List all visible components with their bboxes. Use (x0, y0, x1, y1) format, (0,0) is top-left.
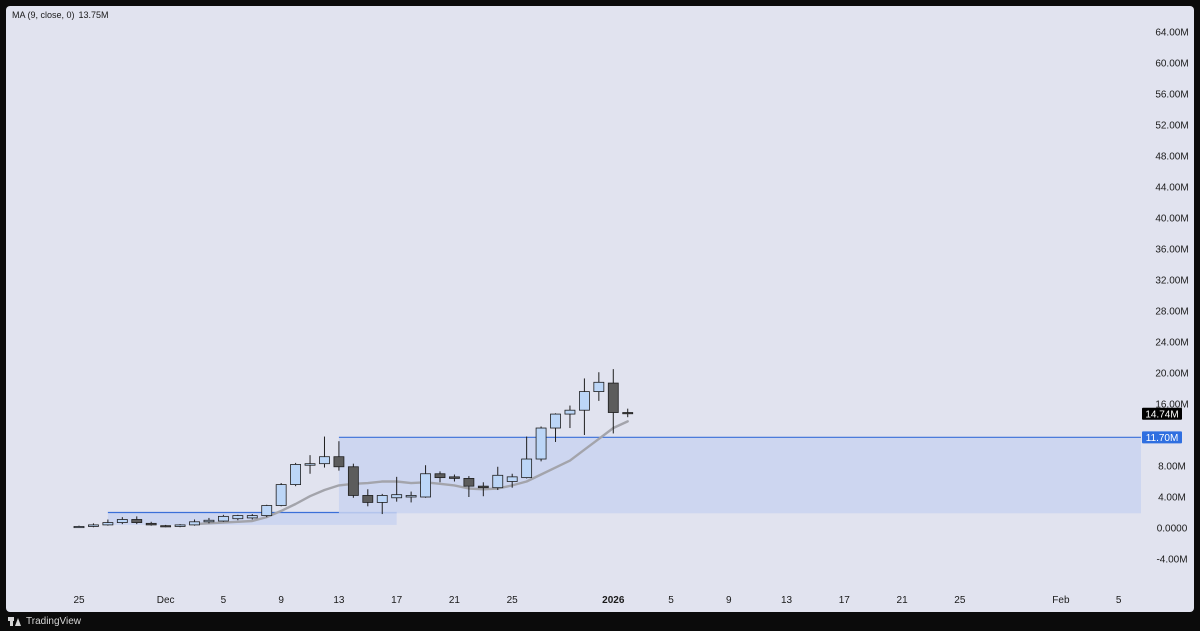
candle-body (174, 524, 186, 527)
candle-body (564, 409, 576, 415)
candle-body (203, 519, 215, 523)
candlestick-chart[interactable]: 64.00M 60.00M 56.00M 52.00M 48.00M 44.00M 40.0… (6, 6, 1194, 612)
zone-box-1[interactable] (338, 437, 1141, 514)
x-tick-label: 9 (726, 595, 732, 606)
x-tick-label: 25 (507, 595, 519, 606)
candle-body (593, 381, 605, 392)
price-label-text: 14.74M (1145, 409, 1178, 420)
x-tick-label: 13 (781, 595, 793, 606)
y-tick-label: 60.00M (1155, 59, 1188, 70)
candle-body (463, 477, 475, 487)
x-tick-label: Dec (157, 595, 175, 606)
tradingview-logo-icon (8, 617, 22, 626)
x-tick-label: 5 (668, 595, 674, 606)
y-tick-label: 40.00M (1155, 214, 1188, 225)
candle-body (521, 458, 533, 479)
candle-body (102, 522, 114, 526)
candle-body (304, 463, 316, 466)
candle-body (405, 495, 417, 498)
x-tick-label: 5 (1116, 595, 1122, 606)
x-tick-label: 25 (73, 595, 85, 606)
y-tick-label: -4.00M (1156, 555, 1187, 566)
candle-body (261, 505, 273, 516)
candle-body (420, 473, 431, 498)
candle-body (550, 413, 561, 429)
x-tick-label: 13 (333, 595, 345, 606)
candle-body (579, 391, 590, 411)
x-tick-label: 25 (954, 595, 966, 606)
candle-body (607, 382, 619, 413)
brand[interactable]: TradingView (8, 616, 81, 627)
candle-body (290, 464, 302, 486)
y-tick-label: 44.00M (1155, 183, 1188, 194)
candle-body (232, 515, 244, 520)
candle-body (145, 522, 157, 526)
candle-body (362, 495, 374, 503)
candle-body (73, 526, 85, 529)
y-tick-label: 8.00M (1158, 462, 1186, 473)
y-tick-label: 36.00M (1155, 245, 1188, 256)
y-tick-label: 4.00M (1158, 493, 1186, 504)
price-label-box (1142, 431, 1182, 444)
indicator-value: 13.75M (78, 10, 109, 20)
candle-body (189, 521, 200, 526)
y-tick-label: 48.00M (1155, 152, 1188, 163)
x-tick-label: Feb (1052, 595, 1070, 606)
y-tick-label: 24.00M (1155, 338, 1188, 349)
candle-body (506, 476, 518, 482)
y-tick-label: 52.00M (1155, 121, 1188, 132)
candle-body (376, 495, 388, 503)
candle-body (477, 485, 489, 489)
candle-body (160, 525, 172, 528)
x-tick-label: 21 (449, 595, 461, 606)
x-tick-label: 17 (839, 595, 851, 606)
x-tick-label: 5 (221, 595, 227, 606)
footer-bar: TradingView (0, 612, 1200, 631)
x-tick-label: 21 (897, 595, 909, 606)
y-tick-label: 28.00M (1155, 307, 1188, 318)
candle-body (622, 412, 634, 415)
candle-body (434, 473, 446, 479)
candle-body (131, 519, 143, 523)
y-tick-label: 32.00M (1155, 276, 1188, 287)
candle-body (246, 515, 258, 519)
candle-body (275, 484, 287, 506)
brand-name: TradingView (26, 616, 82, 627)
candle-body (391, 494, 403, 499)
price-label-text: 11.70M (1146, 433, 1179, 444)
indicator-legend[interactable]: MA (9, close, 0) 13.75M (12, 10, 109, 20)
x-tick-label: 9 (278, 595, 284, 606)
indicator-name: MA (9, close, 0) (12, 10, 75, 20)
candle-body (449, 476, 460, 479)
x-tick-label: 2026 (602, 595, 625, 606)
candle-body (88, 524, 99, 527)
chart-panel[interactable]: 64.00M 60.00M 56.00M 52.00M 48.00M 44.00M 40.0… (6, 6, 1194, 612)
price-label-box (1142, 407, 1182, 420)
y-tick-label: 20.00M (1155, 369, 1188, 380)
candle-body (492, 474, 504, 489)
candle-body (333, 456, 345, 468)
candle-body (535, 427, 547, 460)
candle-body (319, 456, 330, 465)
candle-body (116, 519, 128, 523)
candle-body (217, 515, 229, 522)
y-tick-label: 64.00M (1155, 28, 1188, 39)
y-tick-label: 16.00M (1155, 400, 1188, 411)
x-tick-label: 17 (391, 595, 403, 606)
y-tick-label: 0.0000 (1157, 524, 1188, 535)
candle-body (347, 466, 359, 496)
y-tick-label: 56.00M (1155, 90, 1188, 101)
